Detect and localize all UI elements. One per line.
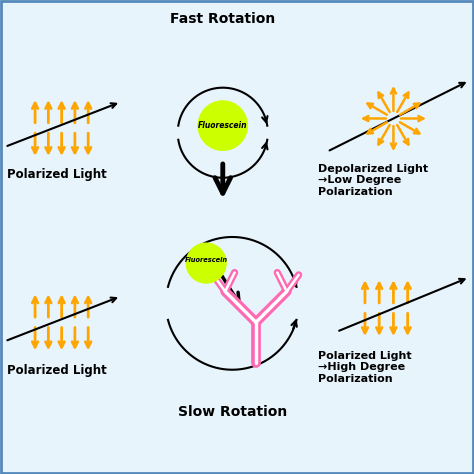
- Circle shape: [198, 101, 247, 150]
- Text: Fast Rotation: Fast Rotation: [170, 12, 275, 26]
- Text: Polarized Light: Polarized Light: [7, 365, 107, 377]
- Text: Slow Rotation: Slow Rotation: [178, 405, 287, 419]
- Text: Polarized Light
→High Degree
Polarization: Polarized Light →High Degree Polarizatio…: [318, 351, 411, 384]
- Text: Fluorescein: Fluorescein: [198, 121, 247, 130]
- Circle shape: [186, 243, 226, 283]
- Text: Depolarized Light
→Low Degree
Polarization: Depolarized Light →Low Degree Polarizati…: [318, 164, 428, 197]
- Text: Polarized Light: Polarized Light: [7, 168, 107, 181]
- Text: Fluorescein: Fluorescein: [185, 257, 228, 263]
